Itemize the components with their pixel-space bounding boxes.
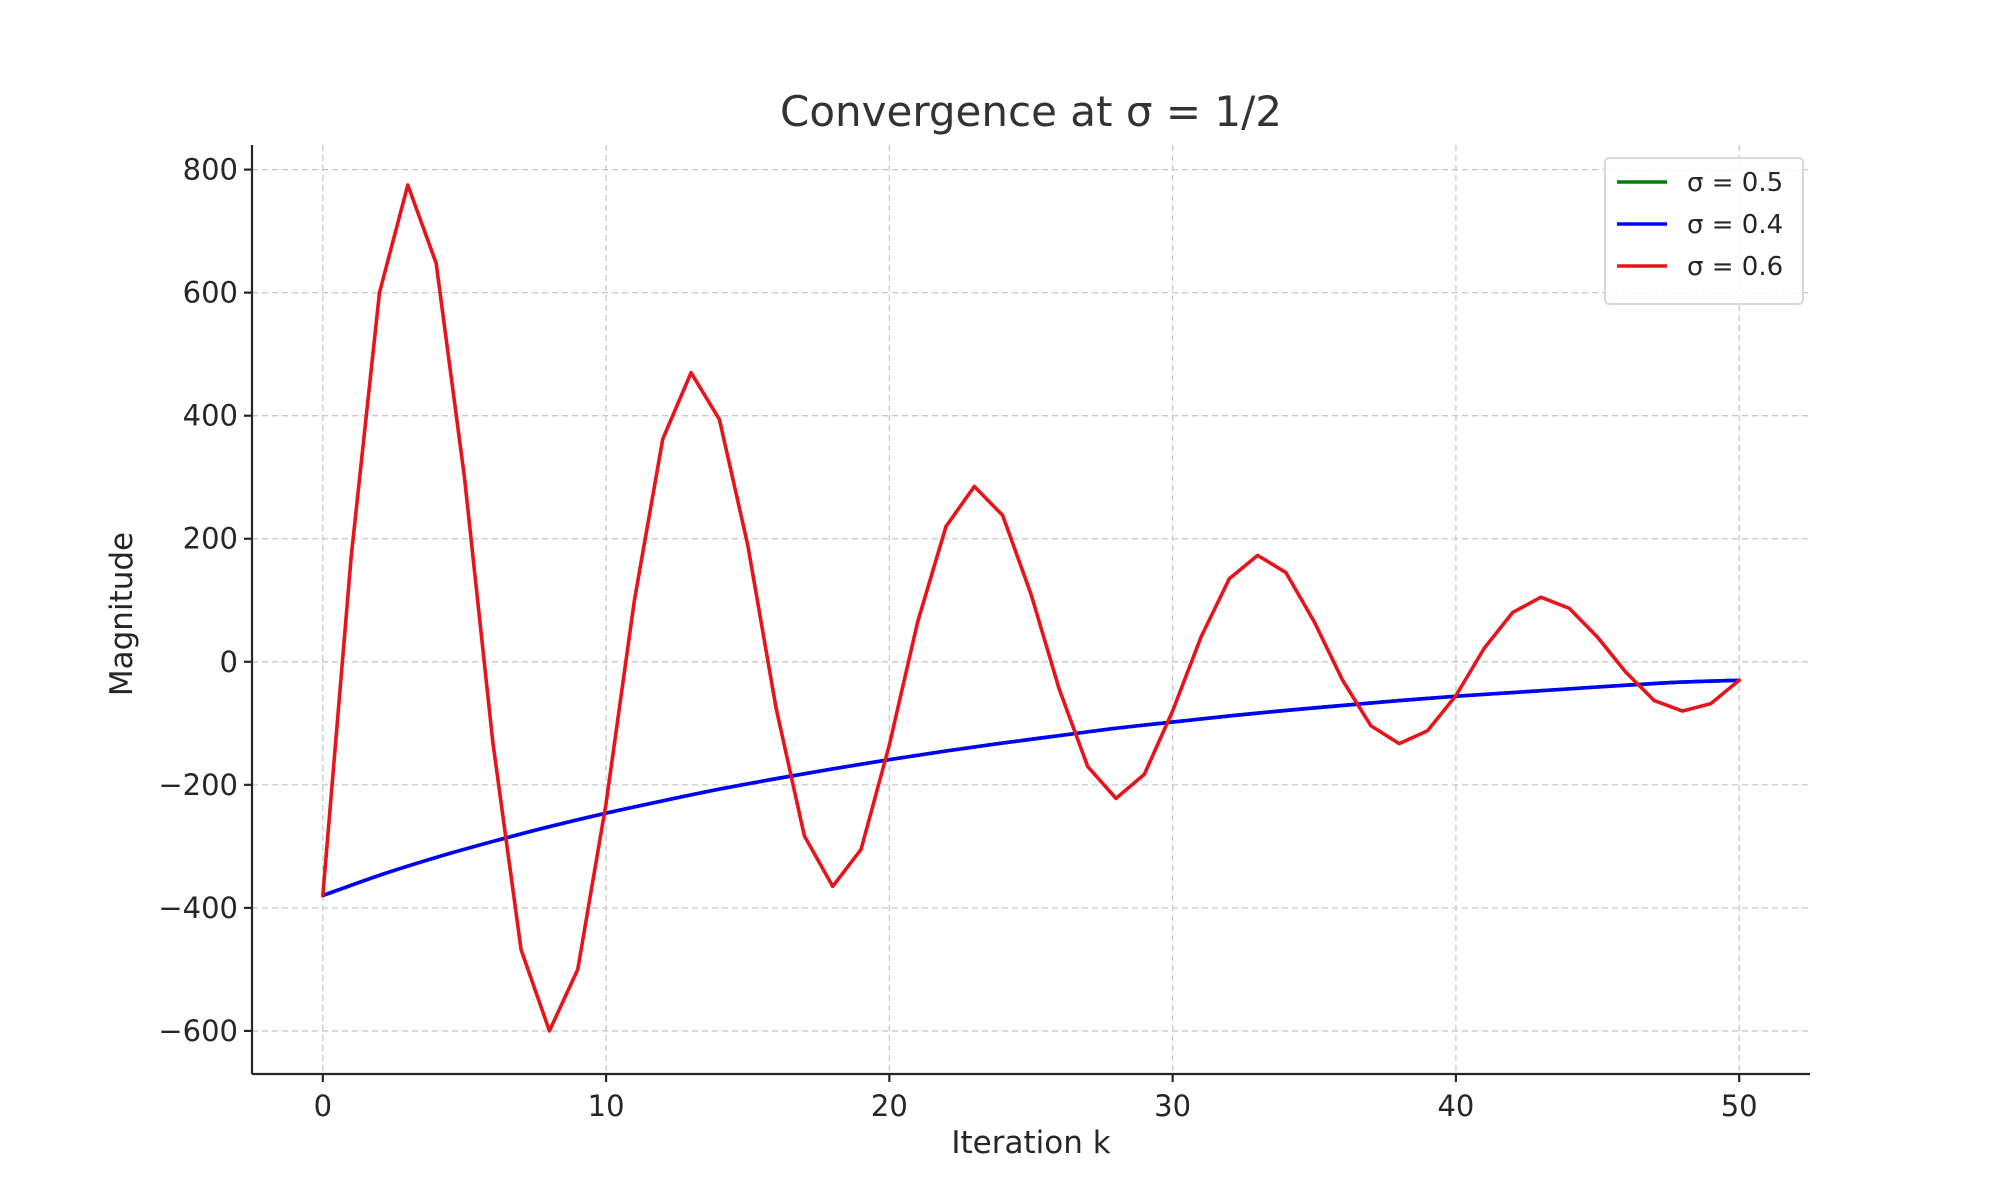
- legend-label: σ = 0.5: [1687, 168, 1783, 198]
- series-line-1: [321, 678, 1741, 898]
- legend: σ = 0.5 σ = 0.4 σ = 0.6: [1604, 157, 1804, 305]
- y-tick-label: 600: [183, 276, 238, 310]
- y-axis-label: Magnitude: [104, 532, 140, 696]
- axes: [250, 145, 1810, 1076]
- legend-label: σ = 0.4: [1687, 210, 1783, 240]
- ticks: 0 10 20 30 40 50 −600 −400 −200 0 200 400 600 800: [158, 153, 1757, 1123]
- series-line-0: [321, 678, 1741, 898]
- series-layer: [321, 183, 1741, 1033]
- x-tick-label: 50: [1721, 1089, 1758, 1123]
- grid: [252, 145, 1810, 1074]
- x-tick-label: 10: [588, 1089, 625, 1123]
- y-tick-label: −400: [158, 891, 238, 925]
- legend-label: σ = 0.6: [1687, 252, 1783, 282]
- y-tick-label: 800: [183, 153, 238, 187]
- series-line-2: [321, 183, 1741, 1033]
- x-axis-label: Iteration k: [951, 1125, 1110, 1161]
- x-tick-label: 0: [314, 1089, 332, 1123]
- y-tick-label: −200: [158, 768, 238, 802]
- y-tick-label: 200: [183, 522, 238, 556]
- y-tick-label: 0: [220, 645, 238, 679]
- x-tick-label: 40: [1437, 1089, 1474, 1123]
- x-tick-label: 20: [871, 1089, 908, 1123]
- x-tick-label: 30: [1154, 1089, 1191, 1123]
- y-tick-label: −600: [158, 1014, 238, 1048]
- y-tick-label: 400: [183, 399, 238, 433]
- chart-title: Convergence at σ = 1/2: [780, 87, 1282, 136]
